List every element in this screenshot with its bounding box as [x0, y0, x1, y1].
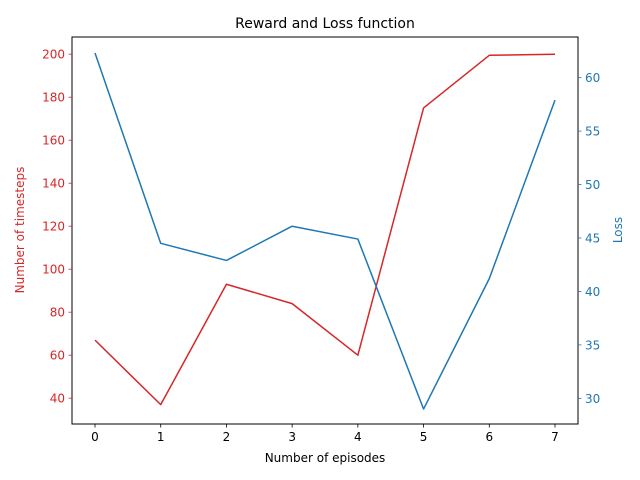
right-y-tick-label: 45: [585, 231, 600, 245]
x-tick-label: 1: [157, 430, 165, 444]
left-axis-ticks: 40 60 80 100 120 140 160 180 200: [42, 48, 72, 406]
left-y-tick-label: 60: [50, 349, 65, 363]
x-tick-label: 7: [551, 430, 559, 444]
left-y-axis-label: Number of timesteps: [13, 167, 27, 294]
left-y-tick-label: 40: [50, 392, 65, 406]
loss-series-line: [94, 52, 556, 410]
x-tick-label: 0: [91, 430, 99, 444]
x-tick-label: 4: [354, 430, 362, 444]
right-axis-ticks: 30 35 40 45 50 55 60: [578, 71, 600, 406]
right-y-tick-label: 40: [585, 285, 600, 299]
left-y-tick-label: 160: [42, 134, 65, 148]
right-y-tick-label: 55: [585, 125, 600, 139]
left-y-tick-label: 80: [50, 306, 65, 320]
x-tick-label: 3: [288, 430, 296, 444]
right-y-tick-label: 50: [585, 178, 600, 192]
left-y-tick-label: 180: [42, 91, 65, 105]
right-y-axis-label: Loss: [611, 217, 625, 243]
right-y-tick-label: 30: [585, 392, 600, 406]
x-tick-label: 6: [485, 430, 493, 444]
x-axis-ticks: 0 1 2 3 4 5 6 7: [91, 424, 559, 444]
chart-marks: [94, 52, 556, 410]
x-tick-label: 5: [420, 430, 428, 444]
left-y-tick-label: 140: [42, 177, 65, 191]
x-tick-label: 2: [223, 430, 231, 444]
timesteps-series-line: [94, 53, 556, 406]
right-y-tick-label: 60: [585, 71, 600, 85]
x-axis-label: Number of episodes: [265, 451, 386, 465]
chart-title: Reward and Loss function: [235, 16, 415, 32]
left-y-tick-label: 100: [42, 263, 65, 277]
plot-frame: [71, 36, 579, 425]
left-y-tick-label: 200: [42, 48, 65, 62]
left-y-tick-label: 120: [42, 220, 65, 234]
right-y-tick-label: 35: [585, 338, 600, 352]
